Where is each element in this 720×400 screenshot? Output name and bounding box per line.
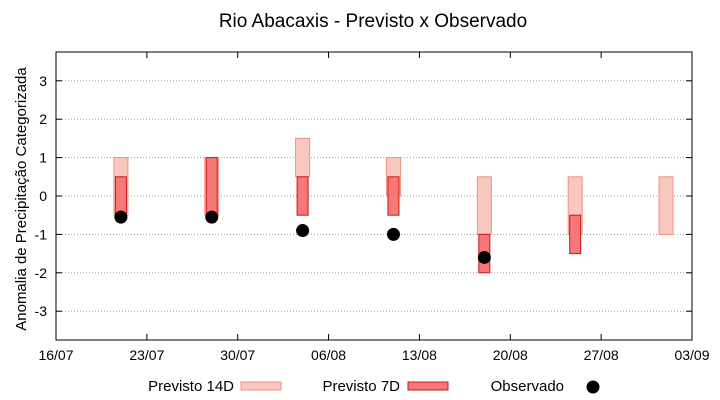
observed-point [114,210,128,224]
legend-swatch [407,381,449,391]
x-tick-label: 13/08 [402,347,437,363]
x-tick-label: 30/07 [220,347,255,363]
x-tick-label: 03/09 [674,347,709,363]
gridlines [56,80,692,312]
axis-ticks: 3 2 1 0 -1 -2 -3 16/07 23/07 30/07 06/08 13/08 20/08… [35,52,710,363]
y-axis-label: Anomalia de Precipitação Categorizada [13,67,30,331]
bar-previsto-7d [205,157,218,216]
legend-label: Observado [491,378,564,395]
legend-swatch [240,381,282,391]
y-tick-label: 1 [39,150,47,166]
observed-point [205,210,219,224]
observed-point [477,250,491,264]
observed-points [114,210,491,264]
bar-previsto-7d [296,176,309,216]
legend: Previsto 14D Previsto 7D Observado [148,378,600,395]
y-tick-label: -2 [35,265,48,281]
y-tick-label: 0 [39,188,47,204]
bar-previsto-7d [114,176,127,216]
x-tick-label: 27/08 [584,347,619,363]
legend-marker [586,380,600,394]
x-tick-label: 06/08 [311,347,346,363]
observed-point [386,227,400,241]
bar-previsto-14d [658,176,674,235]
bar-previsto-14d [476,176,492,235]
bar-previsto-7d [569,214,582,255]
y-tick-label: -1 [35,226,48,242]
y-tick-label: -3 [35,303,48,319]
observed-point [296,224,310,238]
chart-title: Rio Abacaxis - Previsto x Observado [219,11,527,32]
y-tick-label: 3 [39,73,47,89]
y-tick-label: 2 [39,111,47,127]
legend-label: Previsto 14D [148,378,234,395]
x-tick-label: 23/07 [129,347,164,363]
x-tick-label: 16/07 [38,347,73,363]
legend-label: Previsto 7D [322,378,400,395]
range-bars [113,137,674,274]
x-tick-label: 20/08 [493,347,528,363]
bar-previsto-14d [295,137,311,178]
bar-previsto-7d [387,176,400,216]
